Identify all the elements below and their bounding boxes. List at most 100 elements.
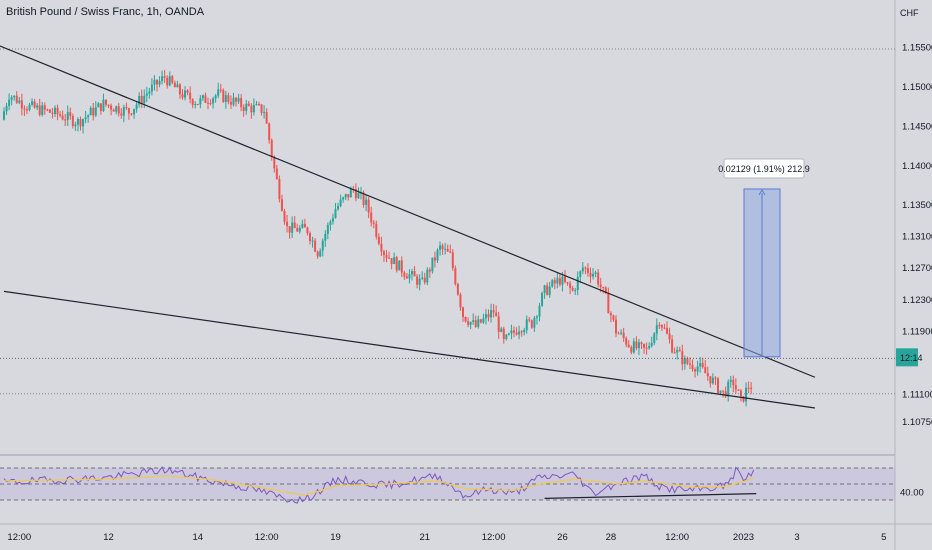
candle-body xyxy=(48,109,51,113)
candle-body xyxy=(41,105,44,115)
candle-body xyxy=(604,287,607,294)
candle-body xyxy=(296,228,299,232)
candle-body xyxy=(36,105,39,108)
candle-body xyxy=(558,278,561,285)
candle-body xyxy=(191,99,194,105)
candle-body xyxy=(347,194,350,198)
candle-body xyxy=(278,179,281,200)
candle-body xyxy=(456,283,459,295)
candle-body xyxy=(398,260,401,271)
candle-body xyxy=(553,280,556,284)
candle-body xyxy=(541,292,544,306)
candle-body xyxy=(173,82,176,88)
candle-body xyxy=(258,104,260,106)
candle-body xyxy=(97,103,100,108)
candle-body xyxy=(10,97,13,100)
candle-body xyxy=(66,112,69,120)
candle-body xyxy=(337,205,340,210)
candle-body xyxy=(518,331,521,335)
candle-body xyxy=(186,90,189,93)
candle-body xyxy=(535,316,538,318)
candle-body xyxy=(497,316,500,332)
candle-body xyxy=(240,98,243,108)
candle-body xyxy=(525,319,528,331)
x-tick-label: 3 xyxy=(794,532,799,543)
candle-body xyxy=(622,332,625,339)
candle-body xyxy=(729,379,732,382)
candle-body xyxy=(566,282,569,284)
candle-body xyxy=(115,106,118,112)
candle-body xyxy=(219,89,222,91)
candle-body xyxy=(446,248,449,252)
candle-body xyxy=(617,333,620,335)
candle-body xyxy=(5,106,8,112)
candle-body xyxy=(306,227,309,234)
candle-body xyxy=(135,104,138,109)
candle-body xyxy=(464,317,467,322)
price-badge-text: 12:14 xyxy=(900,353,923,363)
candle-body xyxy=(416,276,419,285)
candle-body xyxy=(362,192,365,205)
y-tick-label: 1.11100 xyxy=(902,389,932,400)
candle-body xyxy=(648,346,651,349)
candle-body xyxy=(561,276,564,285)
upper-trendline xyxy=(0,45,816,378)
candle-body xyxy=(46,109,49,111)
candle-body xyxy=(326,225,329,234)
candle-body xyxy=(158,80,161,85)
candle-body xyxy=(20,100,23,109)
candle-body xyxy=(449,251,452,253)
candle-body xyxy=(242,107,245,111)
candle-body xyxy=(602,287,605,289)
chart-title: British Pound / Swiss Franc, 1h, OANDA xyxy=(6,6,205,18)
candle-body xyxy=(467,321,470,325)
candle-body xyxy=(586,268,589,273)
candle-body xyxy=(711,377,714,384)
candle-body xyxy=(13,95,16,98)
candle-body xyxy=(630,346,633,353)
candle-body xyxy=(655,325,658,334)
candle-body xyxy=(99,103,102,111)
candle-body xyxy=(500,328,503,332)
candle-body xyxy=(395,257,398,271)
candle-body xyxy=(530,320,533,328)
candle-body xyxy=(127,108,130,114)
candle-body xyxy=(469,321,472,325)
x-tick-label: 12:00 xyxy=(7,532,31,543)
candle-body xyxy=(8,99,11,107)
rsi-axis-label: 40.00 xyxy=(900,488,924,499)
candle-body xyxy=(301,223,304,228)
candle-body xyxy=(209,103,212,105)
candle-body xyxy=(25,109,28,111)
candle-body xyxy=(375,223,378,237)
candle-body xyxy=(275,168,278,180)
candle-body xyxy=(421,277,424,279)
candle-body xyxy=(688,363,691,365)
candle-body xyxy=(15,95,18,103)
candle-body xyxy=(237,98,240,102)
candle-body xyxy=(671,339,674,353)
candle-body xyxy=(314,240,317,252)
candle-body xyxy=(365,199,368,205)
candle-body xyxy=(331,217,334,222)
candle-body xyxy=(732,379,735,386)
y-tick-label: 1.15000 xyxy=(902,82,932,93)
candle-body xyxy=(472,320,475,322)
candle-body xyxy=(658,325,661,327)
candle-body xyxy=(653,333,656,343)
candle-body xyxy=(678,349,681,352)
candle-body xyxy=(433,257,436,261)
candle-body xyxy=(247,103,250,106)
candle-body xyxy=(245,103,248,111)
candle-body xyxy=(484,314,487,319)
candle-body xyxy=(166,77,169,86)
candle-body xyxy=(71,115,74,127)
candle-body xyxy=(390,258,393,264)
candle-body xyxy=(33,101,36,108)
candle-body xyxy=(196,104,199,106)
candle-body xyxy=(334,209,337,218)
candle-body xyxy=(694,369,697,372)
candle-body xyxy=(74,124,77,127)
